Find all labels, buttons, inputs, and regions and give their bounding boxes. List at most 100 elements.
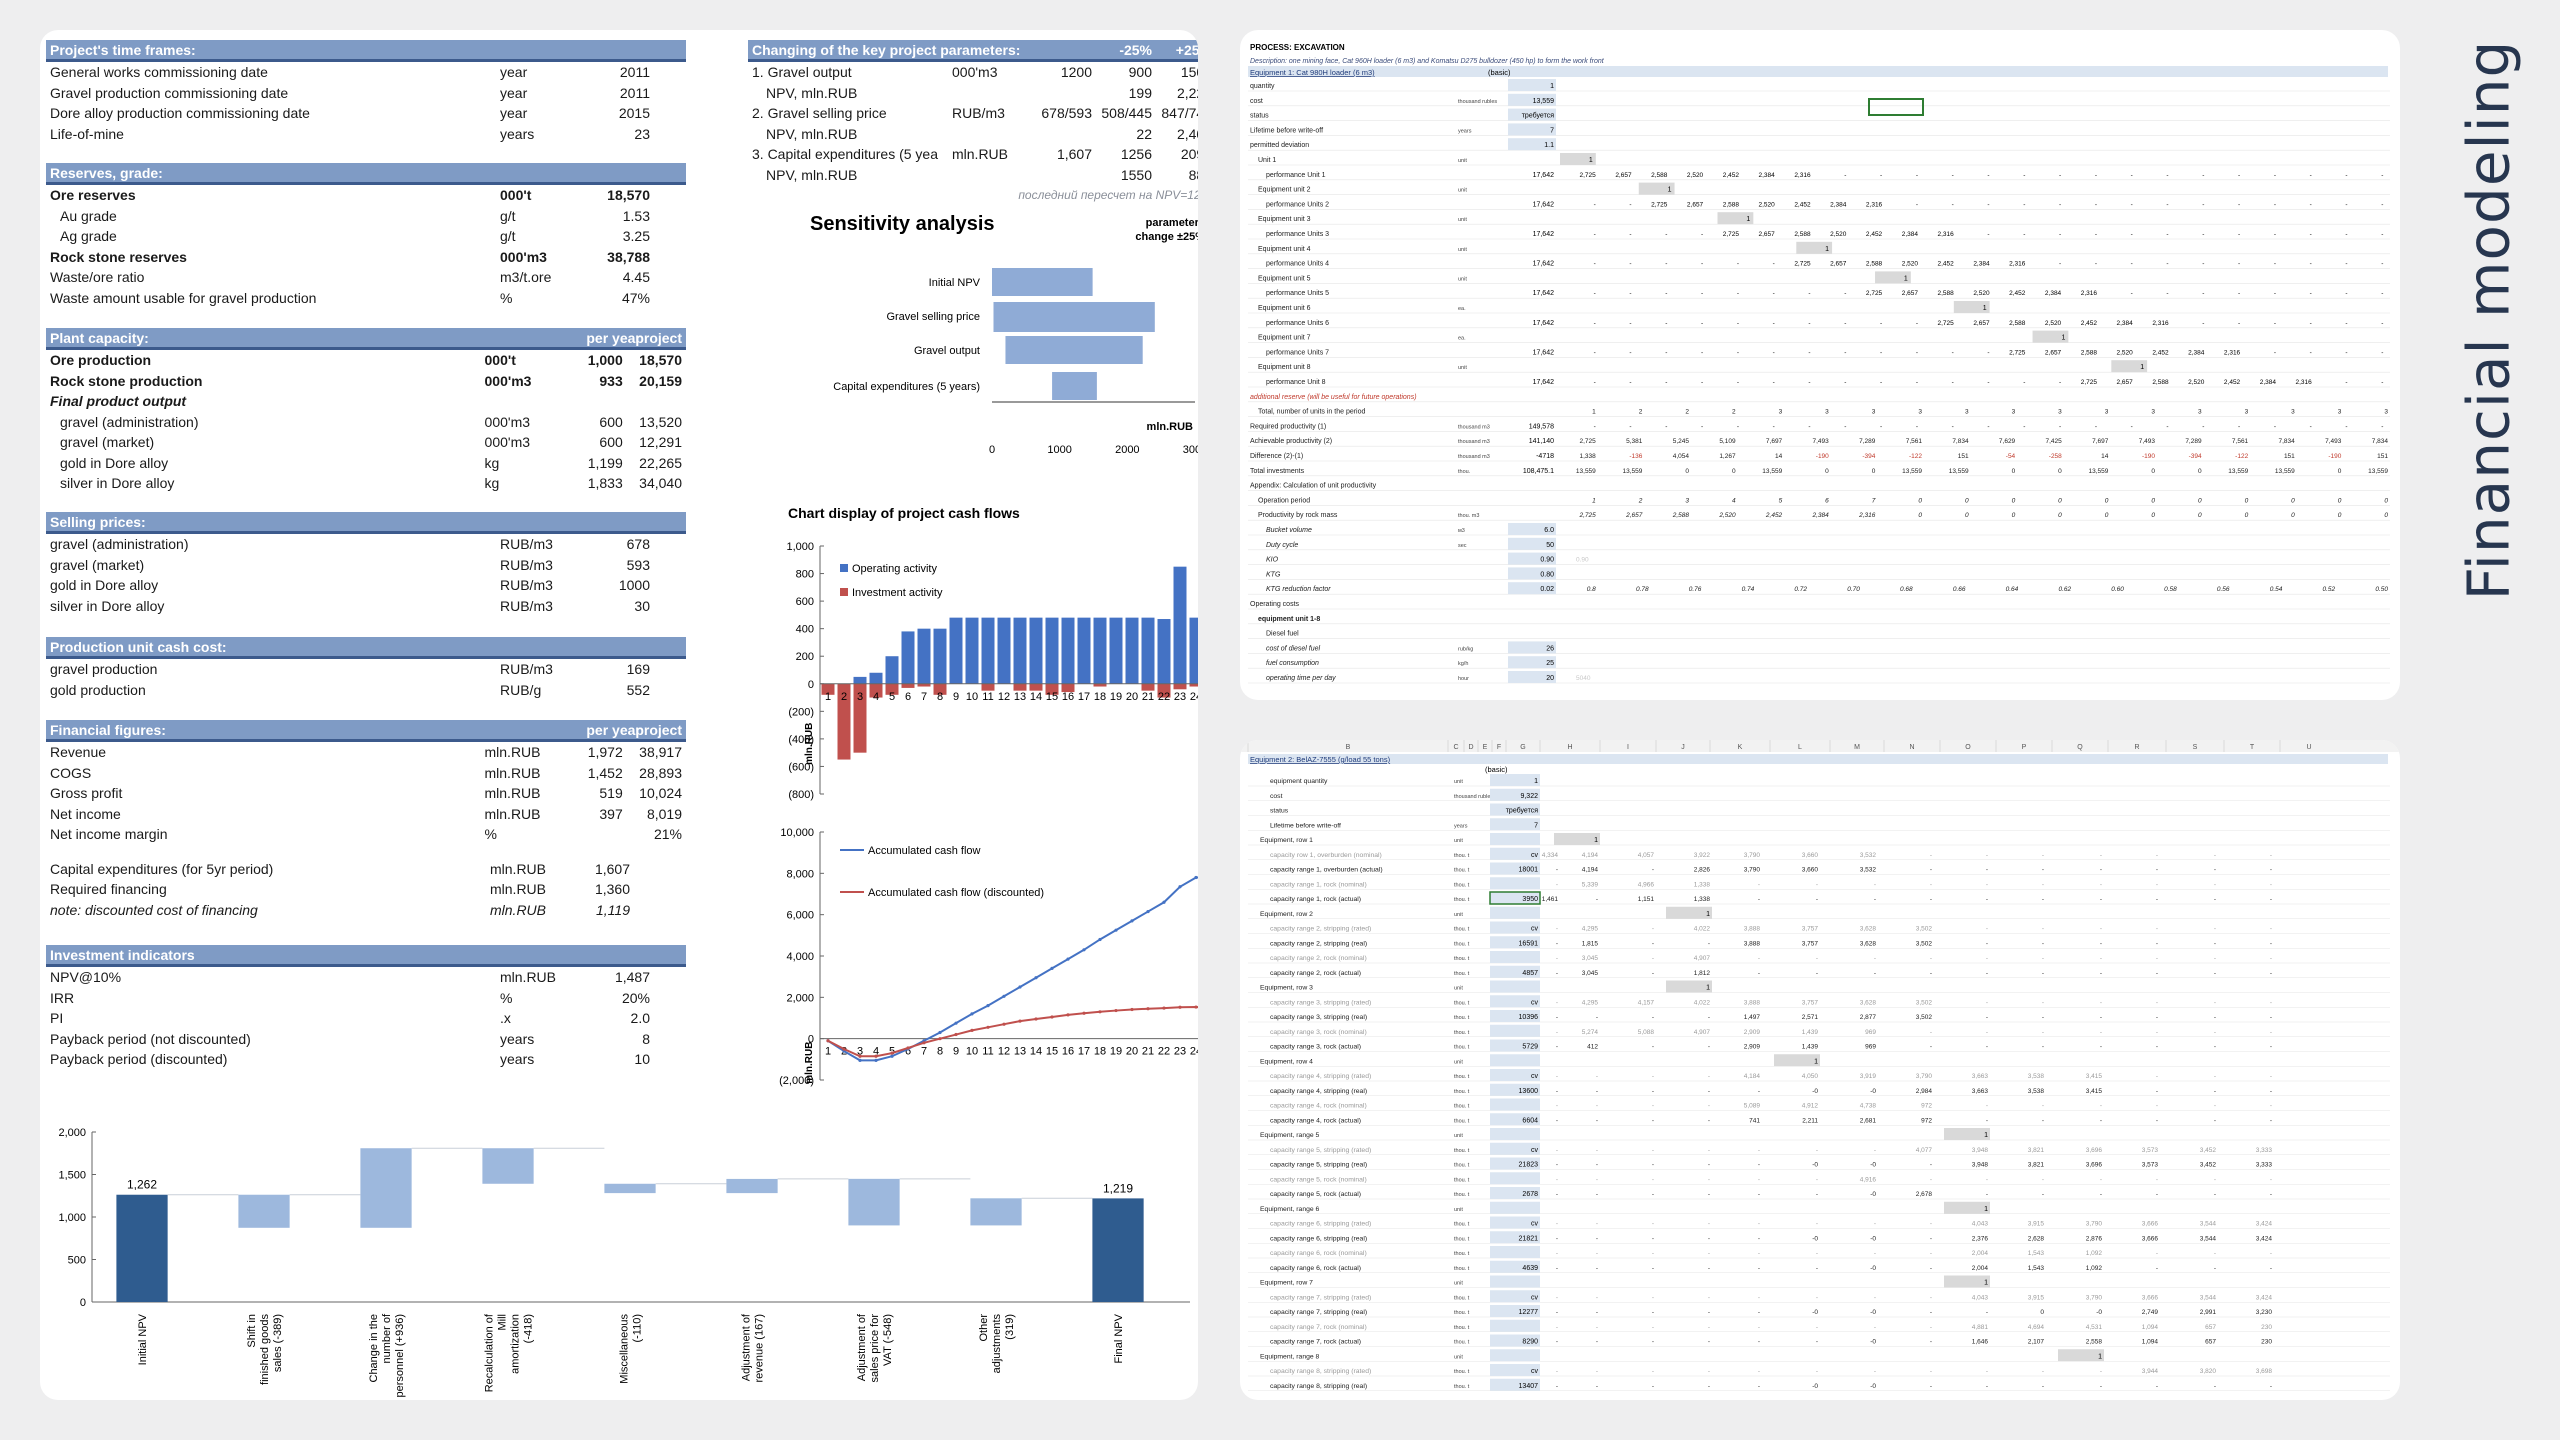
input-cell[interactable] (1490, 1083, 1540, 1096)
input-cell[interactable] (1490, 774, 1540, 786)
sheet-value: 1 (1592, 409, 1596, 416)
input-cell[interactable] (1508, 671, 1556, 683)
input-cell[interactable] (1490, 1039, 1540, 1052)
unit-marker-cell[interactable] (1953, 301, 1990, 313)
input-cell[interactable] (1508, 79, 1556, 91)
input-cell[interactable] (1490, 1305, 1540, 1317)
perf-value: - (1773, 290, 1775, 297)
input-cell[interactable] (1508, 567, 1556, 580)
sheet-value: 4,022 (1694, 926, 1711, 933)
input-cell[interactable] (1490, 1142, 1540, 1155)
input-cell[interactable] (1490, 1231, 1540, 1244)
unit-marker-cell[interactable] (1554, 833, 1600, 845)
row-label: General works commissioning date (50, 64, 268, 81)
perf-value: - (1701, 290, 1703, 297)
haulage-spreadsheet[interactable]: B C D E F G H I J K L M N O P Q R S T U Equipment 2: BelAZ-7… (1240, 740, 2400, 1400)
unit-marker-cell[interactable] (1944, 1201, 1990, 1214)
input-cell[interactable] (1490, 877, 1540, 890)
row-value: 4.45 (622, 269, 650, 286)
input-cell[interactable] (1490, 1290, 1540, 1303)
input-cell[interactable] (1508, 93, 1556, 106)
sheet-value: 0.68 (1900, 586, 1913, 593)
sheet-value: 2,991 (2200, 1309, 2217, 1316)
input-cell[interactable] (1490, 1187, 1540, 1199)
operating-bar (997, 617, 1011, 684)
input-cell[interactable] (1508, 138, 1556, 151)
input-cell[interactable] (1490, 1319, 1540, 1332)
input-cell[interactable] (1490, 965, 1540, 978)
selected-cell[interactable] (1489, 891, 1541, 905)
sheet-value: -0 (1870, 1265, 1876, 1272)
input-cell[interactable] (1508, 108, 1556, 121)
unit-marker-cell[interactable] (1875, 271, 1911, 284)
input-cell[interactable] (1490, 833, 1540, 845)
input-cell[interactable] (1490, 1098, 1540, 1111)
input-cell[interactable] (1490, 906, 1540, 919)
input-cell[interactable] (1490, 1275, 1540, 1288)
sheet-value: 0.66 (1953, 586, 1966, 593)
param-minus: 508/445 (1101, 105, 1152, 122)
input-cell[interactable] (1490, 803, 1540, 816)
input-cell[interactable] (1490, 1172, 1540, 1185)
input-cell[interactable] (1490, 980, 1540, 993)
unit-marker-cell[interactable] (2058, 1349, 2104, 1362)
unit-marker-cell[interactable] (1560, 153, 1596, 165)
sheet-value: - (2214, 940, 2216, 947)
input-cell[interactable] (1490, 1334, 1540, 1347)
sheet-row-label: capacity range 5, stripping (rated) (1270, 1147, 1371, 1154)
row-unit: years (500, 1051, 535, 1068)
input-cell[interactable] (1490, 951, 1540, 963)
unit-marker-cell[interactable] (1638, 182, 1675, 195)
unit-marker-cell[interactable] (1774, 1054, 1820, 1067)
input-cell[interactable] (1508, 552, 1556, 565)
input-cell[interactable] (1508, 582, 1556, 595)
input-cell[interactable] (1490, 936, 1540, 949)
input-cell[interactable] (1490, 1054, 1540, 1067)
row-unit: m3/t.ore (500, 269, 552, 286)
category-label: Adjustment of (741, 1313, 753, 1381)
sheet-value: - (2042, 852, 2044, 859)
selected-cell[interactable] (1868, 98, 1924, 116)
input-cell[interactable] (1490, 1128, 1540, 1140)
excavation-spreadsheet[interactable]: PROCESS: EXCAVATION Description: one mini… (1240, 30, 2400, 700)
unit-marker-cell[interactable] (1796, 241, 1833, 254)
input-cell[interactable] (1508, 537, 1556, 550)
input-cell[interactable] (1490, 995, 1540, 1008)
input-cell[interactable] (1490, 1024, 1540, 1037)
input-cell[interactable] (1490, 1010, 1540, 1022)
unit-marker-cell[interactable] (1717, 212, 1754, 225)
input-cell[interactable] (1490, 818, 1540, 831)
sheet-value: 3 (2105, 409, 2109, 416)
input-cell[interactable] (1508, 656, 1556, 669)
input-cell[interactable] (1490, 1216, 1540, 1229)
unit-marker-cell[interactable] (1666, 906, 1712, 919)
unit-marker-cell[interactable] (1666, 980, 1712, 993)
input-cell[interactable] (1490, 788, 1540, 801)
input-cell[interactable] (1490, 1364, 1540, 1376)
input-cell[interactable] (1490, 921, 1540, 934)
input-cell[interactable] (1490, 847, 1540, 860)
sheet-row-value: 17,642 (1533, 261, 1555, 268)
input-cell[interactable] (1490, 1378, 1540, 1391)
unit-marker-cell[interactable] (2032, 330, 2069, 343)
input-cell[interactable] (1490, 892, 1540, 904)
investment-bar (1189, 683, 1198, 687)
sheet-value: 5,089 (1744, 1103, 1761, 1110)
perf-value: - (1808, 290, 1810, 297)
unit-marker-cell[interactable] (2111, 360, 2148, 373)
input-cell[interactable] (1490, 1157, 1540, 1170)
input-cell[interactable] (1490, 1260, 1540, 1273)
input-cell[interactable] (1490, 1069, 1540, 1081)
sheet-value: - (2100, 867, 2102, 874)
input-cell[interactable] (1490, 1246, 1540, 1258)
input-cell[interactable] (1508, 641, 1556, 654)
sheet-value: 7,425 (2046, 438, 2063, 445)
input-cell[interactable] (1508, 123, 1556, 136)
input-cell[interactable] (1490, 1113, 1540, 1126)
input-cell[interactable] (1508, 523, 1556, 535)
input-cell[interactable] (1490, 1201, 1540, 1214)
input-cell[interactable] (1490, 1349, 1540, 1362)
input-cell[interactable] (1490, 862, 1540, 875)
unit-marker-cell[interactable] (1944, 1275, 1990, 1288)
unit-marker-cell[interactable] (1944, 1128, 1990, 1140)
